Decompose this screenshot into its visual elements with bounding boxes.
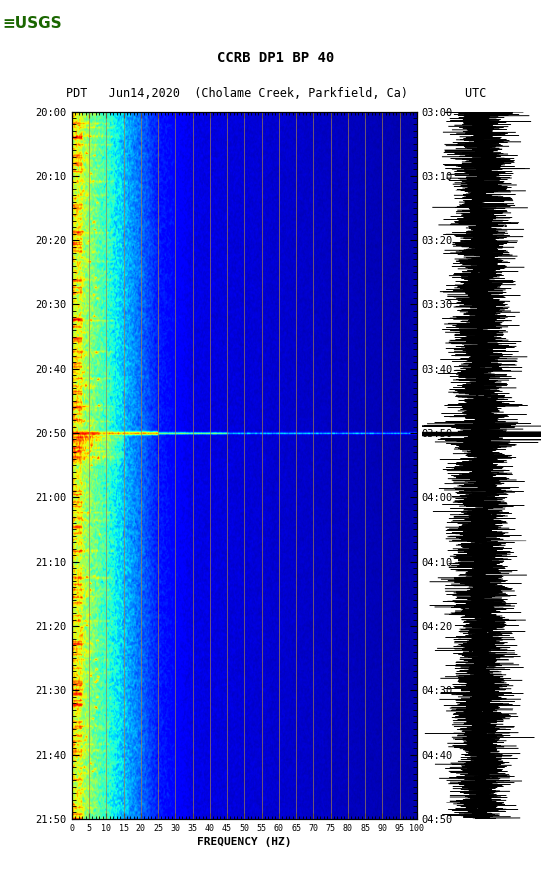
X-axis label: FREQUENCY (HZ): FREQUENCY (HZ): [197, 837, 291, 847]
Text: ≡USGS: ≡USGS: [3, 16, 62, 30]
Text: PDT   Jun14,2020  (Cholame Creek, Parkfield, Ca)        UTC: PDT Jun14,2020 (Cholame Creek, Parkfield…: [66, 87, 486, 100]
Text: CCRB DP1 BP 40: CCRB DP1 BP 40: [217, 51, 335, 65]
